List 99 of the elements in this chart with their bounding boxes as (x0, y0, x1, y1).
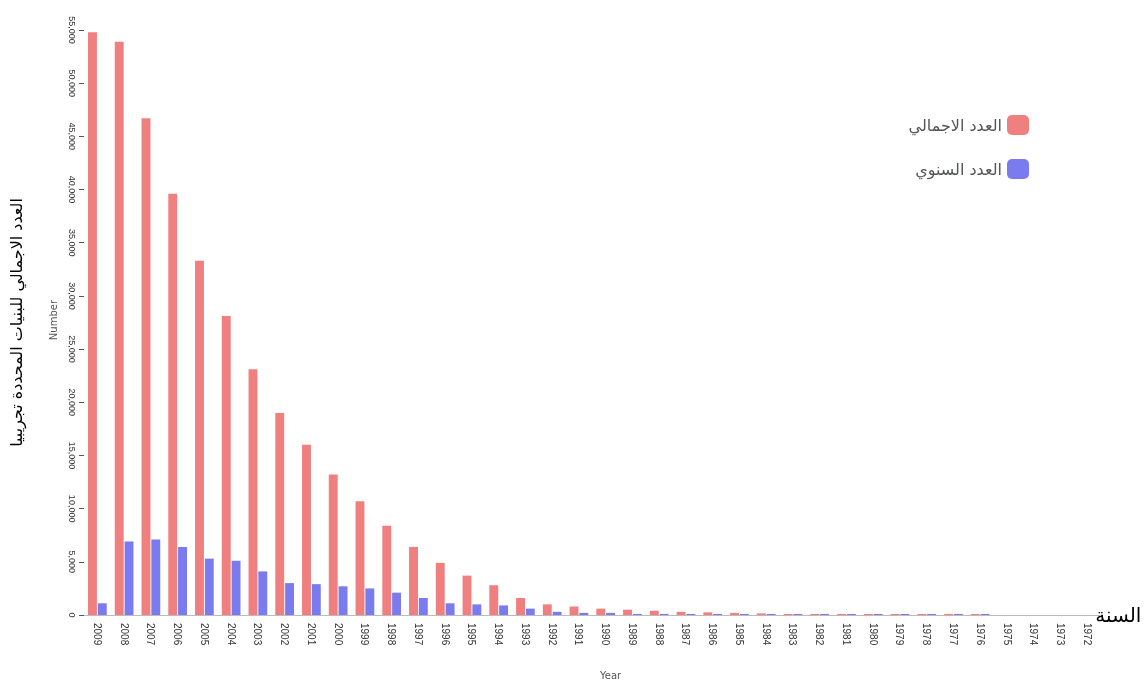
bar (418, 597, 428, 615)
bar (168, 193, 178, 615)
x-axis-title: السنة (1095, 603, 1142, 627)
x-tick-label: 1983 (787, 623, 799, 646)
x-tick-label: 1977 (947, 623, 959, 646)
x-tick-label: 2000 (332, 623, 344, 646)
bar (676, 611, 686, 615)
bar (623, 609, 632, 615)
x-tick-label: 1989 (626, 623, 638, 646)
bar (328, 474, 338, 615)
x-tick-label: 1993 (519, 623, 531, 646)
x-tick-label: 1991 (573, 623, 585, 646)
bar (569, 606, 579, 615)
x-tick-label: 1994 (493, 623, 505, 646)
x-tick-label: 1976 (974, 623, 986, 646)
x-tick-label: 1979 (894, 623, 906, 646)
bar (195, 260, 204, 615)
bar (552, 611, 562, 615)
x-tick-label: 1996 (439, 623, 451, 646)
bar (221, 316, 231, 615)
x-tick-label: 1987 (680, 623, 692, 646)
x-tick-label: 2004 (225, 623, 237, 646)
legend-label: العدد السنوي (915, 159, 1002, 180)
x-tick-label: 1986 (707, 623, 719, 646)
x-tick-label: 1992 (546, 623, 558, 646)
x-tick-label: 1982 (814, 623, 826, 646)
bar (114, 41, 124, 615)
bar (499, 605, 509, 615)
bar (525, 608, 535, 615)
bar (338, 586, 348, 615)
x-tick-label: 2008 (118, 623, 130, 646)
text: Year (599, 669, 623, 681)
y-tick-label: 25,000 (66, 335, 77, 363)
y-tick-label: 5,000 (66, 550, 77, 574)
bar (151, 539, 161, 615)
bar (97, 603, 107, 615)
text: Number (47, 299, 59, 341)
y-tick-label: 55,000 (66, 16, 77, 44)
x-tick-label: 2002 (279, 623, 291, 646)
bar (516, 597, 525, 615)
y-tick-label: 20,000 (66, 388, 77, 417)
x-tick-label: 1984 (760, 623, 772, 646)
x-tick-label: 1998 (386, 623, 398, 646)
x-tick-label: 1980 (867, 623, 879, 646)
bar (141, 118, 151, 615)
bar (382, 525, 392, 615)
x-tick-label: 2009 (91, 623, 103, 646)
bar (579, 612, 589, 615)
bar (445, 603, 455, 615)
bar (489, 585, 499, 615)
x-tick-label: 1974 (1028, 623, 1040, 646)
y-tick-label: 35,000 (66, 228, 77, 257)
x-tick-label: 1999 (359, 623, 371, 646)
x-tick-label: 1978 (921, 623, 933, 646)
y-tick-label: 50,000 (66, 69, 77, 97)
bar (596, 608, 606, 615)
bar (409, 546, 418, 615)
x-tick-label: 1995 (466, 623, 478, 646)
bar (472, 604, 482, 615)
bar (285, 583, 295, 615)
bar (703, 612, 713, 615)
x-tick-label: 1988 (653, 623, 665, 646)
x-tick-label: 1975 (1001, 623, 1013, 646)
bar (606, 612, 616, 615)
x-tick-label: 2005 (198, 623, 210, 646)
y-axis-title: العدد الاجمالي للبنيات المحددة تجريبيا (6, 198, 27, 447)
x-tick-label: 2006 (172, 623, 184, 646)
bar (302, 444, 311, 615)
x-tick-label: 2001 (305, 623, 317, 646)
bar (365, 588, 375, 615)
bar (542, 604, 552, 615)
y-tick-label: 45,000 (66, 122, 77, 151)
bar (258, 571, 268, 615)
bar (275, 412, 285, 615)
bar (204, 558, 214, 615)
y-tick-label: 10,000 (66, 494, 77, 523)
x-tick-label: 1990 (600, 623, 612, 646)
bar (88, 32, 97, 615)
bar (392, 592, 402, 615)
x-tick-label: 2003 (252, 623, 264, 646)
x-tick-label: 2007 (145, 623, 157, 646)
legend-label: العدد الاجمالي (908, 115, 1002, 136)
x-tick-label: 1997 (412, 623, 424, 646)
x-tick-label: 1972 (1081, 623, 1093, 646)
bar (231, 560, 241, 615)
bar (435, 562, 445, 615)
bar (178, 546, 187, 615)
bar (730, 612, 740, 615)
x-tick-label: 1985 (733, 623, 745, 646)
bar (355, 501, 365, 615)
y-tick-label: 0 (66, 612, 77, 618)
bar (311, 584, 321, 615)
bar (649, 610, 659, 615)
y-tick-label: 40,000 (66, 175, 77, 204)
y-tick-label: 15,000 (66, 441, 77, 470)
y-tick-label: 30,000 (66, 282, 77, 310)
x-tick-label: 1973 (1055, 623, 1067, 646)
bar (248, 369, 258, 615)
x-tick-label: 1981 (840, 623, 852, 646)
